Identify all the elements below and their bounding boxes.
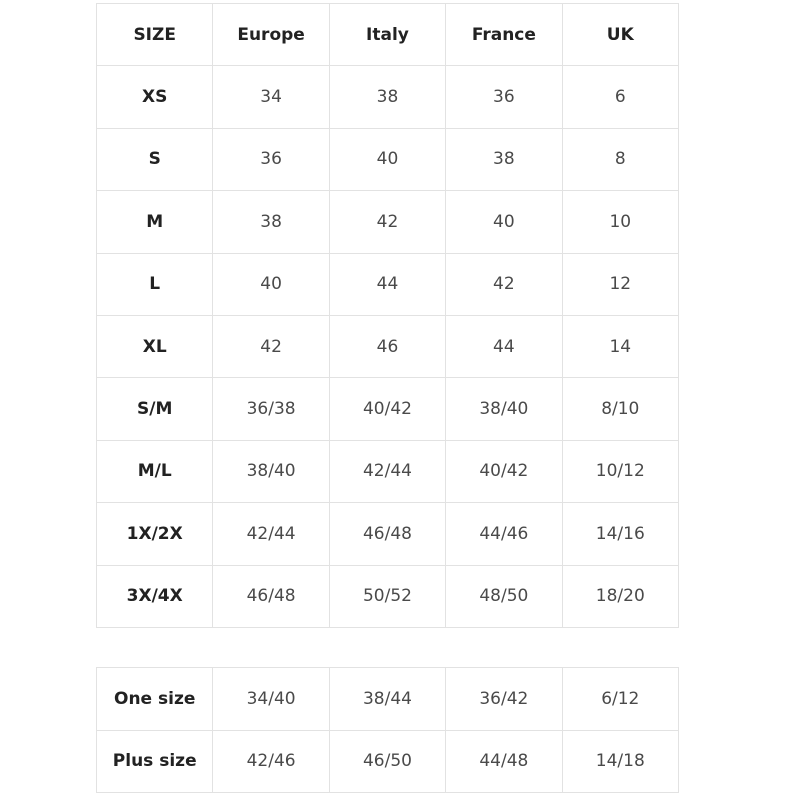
size-value-cell: 46/48 (328, 502, 447, 566)
size-label-cell: 1X/2X (95, 502, 214, 566)
size-value-cell: 42/46 (212, 729, 330, 793)
size-value-cell: 38/40 (445, 377, 563, 441)
size-value-cell: 14/18 (561, 729, 680, 793)
column-header: UK (561, 2, 680, 67)
size-value-cell: 10/12 (561, 439, 680, 504)
table-row: 1X/2X 42/44 46/48 44/46 14/16 (95, 502, 680, 566)
size-label-cell: XL (95, 314, 214, 379)
size-value-cell: 40 (212, 252, 330, 316)
size-value-cell: 38 (328, 65, 447, 129)
column-header: France (445, 2, 563, 67)
size-value-cell: 12 (561, 252, 680, 316)
table-row: XL 42 46 44 14 (95, 314, 680, 379)
size-value-cell: 14 (561, 314, 680, 379)
size-value-cell: 6 (561, 65, 680, 129)
table-row: Plus size 42/46 46/50 44/48 14/18 (95, 729, 680, 793)
size-label-cell: L (95, 252, 214, 316)
size-value-cell: 42 (328, 190, 447, 254)
table-row: S/M 36/38 40/42 38/40 8/10 (95, 377, 680, 441)
size-value-cell: 34/40 (212, 667, 330, 731)
size-value-cell: 42/44 (212, 502, 330, 566)
size-value-cell: 44 (328, 252, 447, 316)
size-label-cell: One size (95, 667, 214, 731)
size-value-cell: 6/12 (561, 667, 680, 731)
size-value-cell: 42 (212, 314, 330, 379)
table-row: M 38 42 40 10 (95, 190, 680, 254)
size-value-cell: 14/16 (561, 502, 680, 566)
size-value-cell: 40/42 (328, 377, 447, 441)
size-label-cell: 3X/4X (95, 564, 214, 628)
size-value-cell: 46 (328, 314, 447, 379)
size-value-cell: 44/48 (445, 729, 563, 793)
size-value-cell: 36 (212, 127, 330, 192)
size-value-cell: 40 (445, 190, 563, 254)
special-sizes-table: One size 34/40 38/44 36/42 6/12 Plus size 42/4… (95, 667, 680, 793)
size-value-cell: 18/20 (561, 564, 680, 628)
size-label-cell: Plus size (95, 729, 214, 793)
size-value-cell: 44/46 (445, 502, 563, 566)
size-value-cell: 38 (212, 190, 330, 254)
table-row: XS 34 38 36 6 (95, 65, 680, 129)
size-value-cell: 40/42 (445, 439, 563, 504)
size-value-cell: 38 (445, 127, 563, 192)
size-value-cell: 46/48 (212, 564, 330, 628)
size-value-cell: 42 (445, 252, 563, 316)
size-value-cell: 46/50 (328, 729, 447, 793)
size-label-cell: S/M (95, 377, 214, 441)
size-value-cell: 40 (328, 127, 447, 192)
table-row: S 36 40 38 8 (95, 127, 680, 192)
table-row: 3X/4X 46/48 50/52 48/50 18/20 (95, 564, 680, 628)
size-chart-table: SIZE Europe Italy France UK XS 34 38 36 6 S 36 40 38 8… (95, 2, 680, 628)
table-row: M/L 38/40 42/44 40/42 10/12 (95, 439, 680, 504)
table-row: L 40 44 42 12 (95, 252, 680, 316)
size-value-cell: 38/40 (212, 439, 330, 504)
size-value-cell: 36/42 (445, 667, 563, 731)
size-value-cell: 48/50 (445, 564, 563, 628)
table-row: One size 34/40 38/44 36/42 6/12 (95, 667, 680, 731)
column-header: Europe (212, 2, 330, 67)
size-value-cell: 36 (445, 65, 563, 129)
size-value-cell: 38/44 (328, 667, 447, 731)
size-value-cell: 42/44 (328, 439, 447, 504)
header-row: SIZE Europe Italy France UK (95, 2, 680, 67)
size-value-cell: 34 (212, 65, 330, 129)
size-label-cell: XS (95, 65, 214, 129)
size-value-cell: 44 (445, 314, 563, 379)
column-header: SIZE (95, 2, 214, 67)
column-header: Italy (328, 2, 447, 67)
size-label-cell: M/L (95, 439, 214, 504)
size-label-cell: M (95, 190, 214, 254)
size-label-cell: S (95, 127, 214, 192)
size-value-cell: 36/38 (212, 377, 330, 441)
size-value-cell: 8/10 (561, 377, 680, 441)
size-value-cell: 8 (561, 127, 680, 192)
size-value-cell: 10 (561, 190, 680, 254)
size-value-cell: 50/52 (328, 564, 447, 628)
